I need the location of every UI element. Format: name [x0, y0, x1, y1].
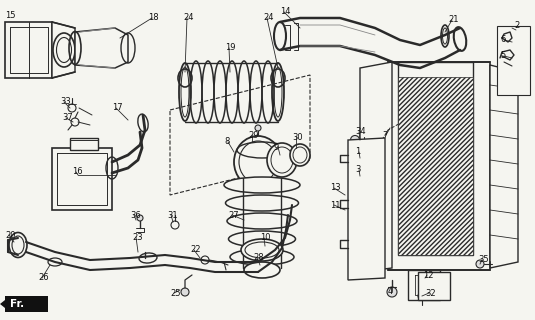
Ellipse shape — [228, 231, 295, 247]
Circle shape — [418, 292, 426, 300]
Ellipse shape — [225, 195, 299, 211]
Bar — [398, 77, 473, 255]
Text: 2: 2 — [514, 21, 519, 30]
Text: 27: 27 — [228, 211, 239, 220]
Ellipse shape — [244, 262, 280, 278]
Circle shape — [351, 155, 358, 162]
Text: 21: 21 — [448, 15, 458, 25]
Text: 16: 16 — [72, 167, 82, 177]
Ellipse shape — [234, 136, 282, 188]
Bar — [70, 138, 98, 150]
Text: 17: 17 — [112, 103, 123, 113]
Text: 32: 32 — [425, 289, 435, 298]
Text: 6: 6 — [500, 36, 506, 44]
Ellipse shape — [9, 233, 27, 258]
Polygon shape — [5, 22, 52, 78]
Ellipse shape — [230, 249, 294, 265]
Polygon shape — [497, 26, 530, 95]
Text: 7: 7 — [382, 131, 387, 140]
Text: 1: 1 — [355, 148, 360, 156]
Text: 19: 19 — [225, 44, 235, 52]
Circle shape — [387, 287, 397, 297]
Text: 36: 36 — [130, 211, 141, 220]
Text: 25: 25 — [170, 289, 180, 298]
Polygon shape — [490, 65, 518, 268]
Polygon shape — [52, 22, 75, 78]
Polygon shape — [75, 28, 128, 68]
Circle shape — [352, 173, 358, 179]
Ellipse shape — [224, 177, 300, 193]
Polygon shape — [408, 270, 440, 300]
Text: 37: 37 — [62, 114, 73, 123]
Circle shape — [181, 288, 189, 296]
Text: 29: 29 — [248, 131, 258, 140]
Circle shape — [476, 260, 484, 268]
Text: 30: 30 — [292, 132, 303, 141]
Ellipse shape — [267, 143, 297, 177]
Polygon shape — [5, 296, 48, 312]
Circle shape — [350, 135, 360, 145]
Text: 20: 20 — [5, 230, 16, 239]
Ellipse shape — [227, 213, 297, 229]
Polygon shape — [418, 272, 450, 300]
Polygon shape — [388, 62, 490, 270]
Text: 14: 14 — [280, 7, 291, 17]
Text: 5: 5 — [500, 52, 505, 60]
Text: 15: 15 — [5, 12, 16, 20]
Polygon shape — [52, 148, 112, 210]
Text: 24: 24 — [263, 13, 273, 22]
Text: Fr.: Fr. — [10, 299, 24, 309]
Circle shape — [255, 125, 261, 131]
Text: 8: 8 — [224, 138, 230, 147]
Text: 10: 10 — [260, 234, 271, 243]
Text: 28: 28 — [253, 253, 264, 262]
Text: 34: 34 — [355, 127, 365, 137]
Ellipse shape — [241, 239, 283, 261]
Text: 18: 18 — [148, 13, 158, 22]
Text: 4: 4 — [388, 286, 393, 295]
Text: 9: 9 — [274, 142, 279, 151]
Polygon shape — [0, 300, 5, 308]
Polygon shape — [348, 138, 385, 280]
Text: 24: 24 — [183, 13, 194, 22]
Text: 11: 11 — [330, 201, 340, 210]
Text: 3: 3 — [355, 165, 361, 174]
Text: 22: 22 — [190, 245, 201, 254]
Circle shape — [137, 215, 143, 221]
Text: 31: 31 — [167, 211, 178, 220]
Text: 26: 26 — [38, 274, 49, 283]
Text: 23: 23 — [132, 233, 143, 242]
Polygon shape — [360, 62, 392, 272]
Ellipse shape — [290, 144, 310, 166]
Circle shape — [71, 118, 79, 126]
Text: 33: 33 — [60, 98, 71, 107]
Text: 12: 12 — [423, 270, 433, 279]
Text: 13: 13 — [330, 183, 341, 193]
Text: 35: 35 — [478, 255, 488, 265]
